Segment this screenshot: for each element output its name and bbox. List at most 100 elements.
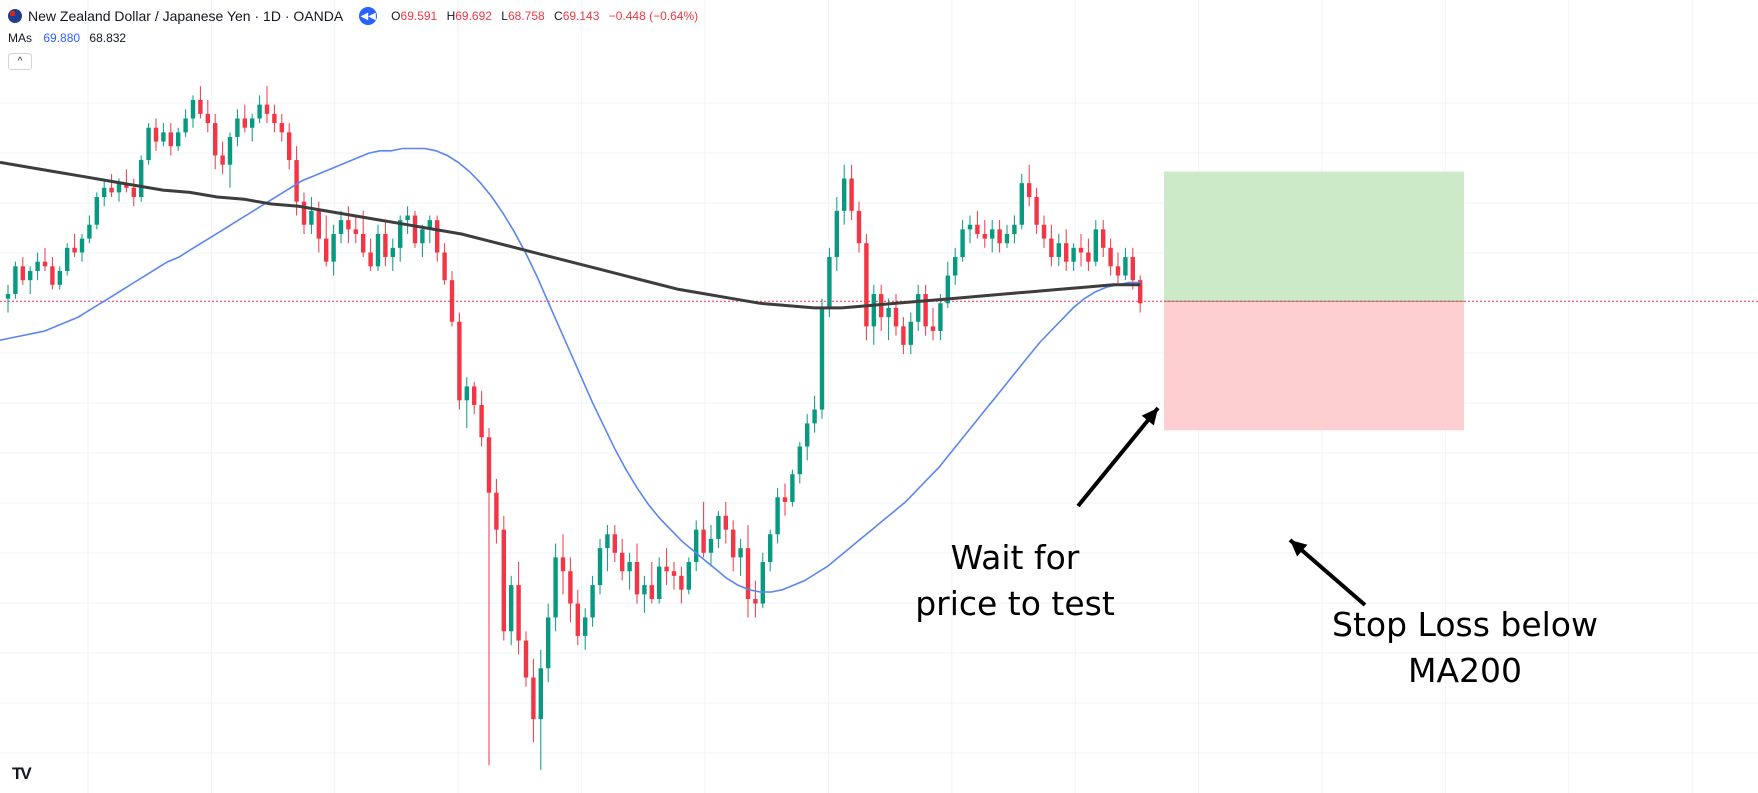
candle-body bbox=[375, 233, 381, 267]
candle bbox=[849, 164, 854, 221]
candle-body bbox=[908, 321, 913, 345]
close-value: 69.143 bbox=[562, 9, 600, 23]
symbol-title[interactable]: New Zealand Dollar / Japanese Yen · 1D ·… bbox=[28, 8, 344, 24]
candle bbox=[272, 104, 277, 133]
candle bbox=[375, 224, 381, 271]
candle-body bbox=[183, 118, 188, 133]
candle bbox=[790, 469, 795, 507]
candle-body bbox=[671, 571, 677, 576]
candle bbox=[923, 284, 928, 336]
candle bbox=[79, 233, 85, 262]
ma-legend[interactable]: MAs 69.880 68.832 bbox=[8, 31, 126, 45]
candle-body bbox=[901, 326, 906, 345]
candle bbox=[893, 294, 899, 336]
candle bbox=[745, 525, 751, 618]
candle-body bbox=[664, 566, 669, 572]
candle-body bbox=[139, 160, 144, 198]
candle-body bbox=[20, 266, 25, 281]
low-value: 68.758 bbox=[507, 9, 545, 23]
candle bbox=[671, 562, 677, 590]
candle-body bbox=[819, 307, 825, 410]
tradingview-logo[interactable]: TV bbox=[12, 764, 32, 783]
candle bbox=[220, 141, 225, 174]
candle-body bbox=[864, 243, 869, 327]
candle bbox=[627, 552, 632, 590]
candle-body bbox=[723, 515, 728, 530]
candle-body bbox=[1004, 233, 1010, 244]
ma-fast-value: 69.880 bbox=[43, 31, 81, 45]
ma-fast-line bbox=[0, 147, 1141, 593]
candle-body bbox=[1138, 280, 1143, 304]
candle-body bbox=[701, 529, 706, 553]
candle-body bbox=[1093, 229, 1098, 262]
candle-body bbox=[65, 247, 70, 271]
candle bbox=[553, 543, 558, 632]
candle-body bbox=[657, 566, 662, 599]
candle-body bbox=[797, 446, 802, 475]
chevron-up-icon[interactable]: ^ bbox=[8, 53, 32, 70]
candle bbox=[523, 631, 529, 687]
take-profit-zone[interactable] bbox=[1164, 171, 1464, 302]
candle-body bbox=[834, 210, 839, 258]
candle bbox=[94, 192, 99, 230]
candle bbox=[916, 284, 921, 331]
candle bbox=[664, 548, 669, 586]
candle-body bbox=[464, 386, 469, 401]
candle-body bbox=[176, 132, 181, 147]
candle-body bbox=[109, 187, 114, 193]
candle bbox=[353, 215, 358, 244]
candle bbox=[538, 649, 543, 770]
candle-body bbox=[753, 598, 758, 604]
candle bbox=[13, 261, 18, 299]
candle bbox=[28, 266, 33, 295]
candle bbox=[1108, 238, 1113, 276]
candle bbox=[509, 575, 514, 646]
candle-body bbox=[546, 617, 551, 669]
candle-body bbox=[523, 640, 529, 678]
candle bbox=[50, 257, 55, 290]
candle-body bbox=[538, 668, 543, 720]
candle bbox=[412, 210, 418, 248]
rewind-icon[interactable]: ◀◀ bbox=[359, 7, 378, 25]
candle-body bbox=[1101, 229, 1106, 248]
candle-body bbox=[745, 548, 751, 599]
candle-body bbox=[509, 585, 514, 632]
candle-body bbox=[124, 183, 129, 188]
candle-body bbox=[250, 118, 255, 128]
candle bbox=[449, 270, 455, 327]
candle-body bbox=[72, 247, 77, 253]
candle-body bbox=[405, 215, 410, 221]
candle bbox=[871, 284, 876, 345]
stop-loss-zone[interactable] bbox=[1164, 301, 1464, 431]
candle-body bbox=[634, 562, 640, 595]
ma200-line bbox=[0, 160, 1141, 310]
candle-body bbox=[716, 515, 721, 539]
candle-body bbox=[938, 303, 943, 331]
candle bbox=[708, 525, 714, 567]
candle-body bbox=[1012, 224, 1017, 234]
candle bbox=[65, 243, 70, 276]
candle bbox=[531, 659, 536, 743]
candle-body bbox=[694, 529, 699, 562]
candle bbox=[642, 575, 647, 613]
candle bbox=[301, 192, 307, 234]
candle bbox=[35, 252, 40, 281]
candle-body bbox=[331, 233, 336, 262]
candle bbox=[457, 312, 462, 410]
candle bbox=[805, 414, 810, 461]
candle bbox=[1027, 164, 1032, 207]
candle bbox=[479, 391, 484, 447]
candle-body bbox=[812, 409, 817, 424]
candle bbox=[176, 127, 181, 151]
candle bbox=[982, 220, 987, 248]
candle bbox=[864, 233, 869, 341]
candle-body bbox=[146, 127, 151, 161]
candle-body bbox=[1123, 257, 1128, 276]
position-zones[interactable] bbox=[1164, 171, 1464, 431]
candle-body bbox=[368, 252, 373, 267]
candle-body bbox=[1064, 243, 1069, 262]
candle-body bbox=[442, 252, 447, 281]
candle bbox=[198, 86, 203, 119]
chart-header: New Zealand Dollar / Japanese Yen · 1D ·… bbox=[8, 7, 698, 25]
